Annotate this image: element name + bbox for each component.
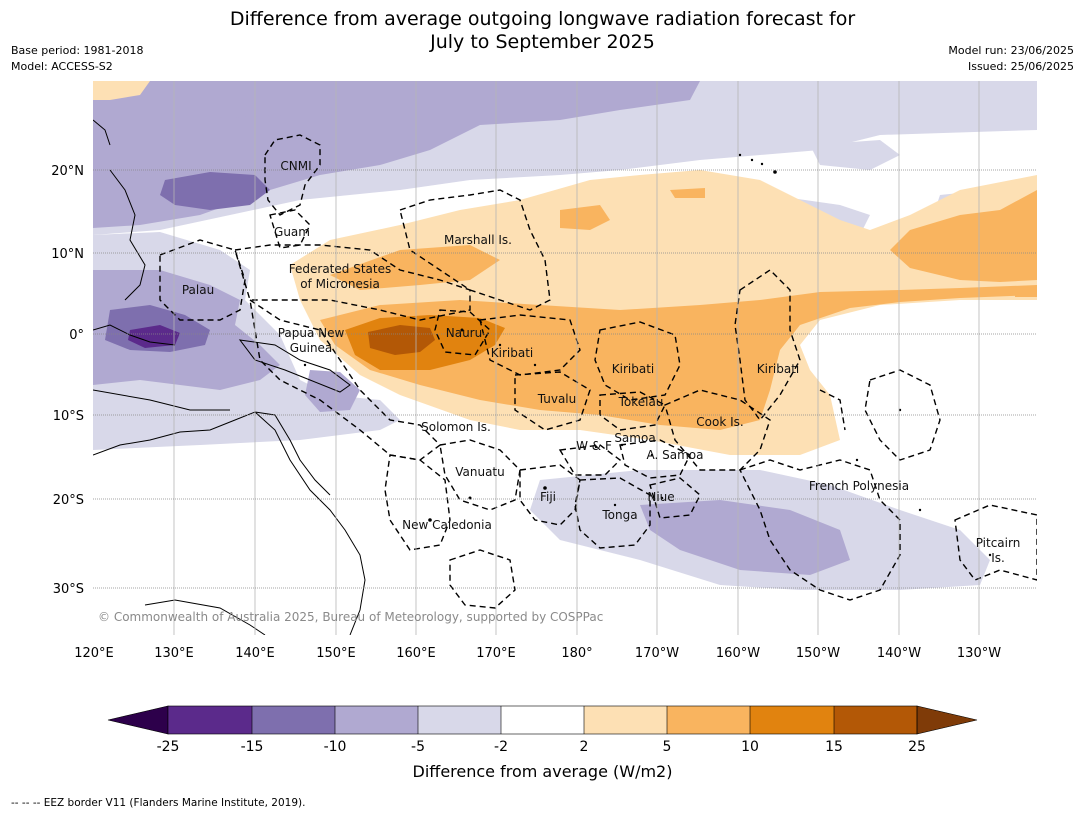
colorbar-tick: -5 [411, 739, 425, 755]
colorbar-bin [584, 706, 667, 734]
lon-label: 140°E [235, 646, 275, 661]
right-meta: Model run: 23/06/2025 Issued: 25/06/2025 [948, 43, 1074, 75]
label-kiribati-central: Kiribati [612, 362, 654, 376]
label-tonga: Tonga [601, 508, 637, 522]
title-line-2: July to September 2025 [430, 31, 655, 53]
latitude-labels: 20°N 10°N 0° 10°S 20°S 30°S [51, 164, 84, 597]
lon-label: 130°E [154, 646, 194, 661]
label-cook-is: Cook Is. [696, 415, 743, 429]
lon-label: 120°E [74, 646, 114, 661]
label-cnmi: CNMI [280, 159, 311, 173]
anomaly-darkest-orange [368, 325, 435, 355]
lon-label: 150°W [796, 646, 840, 661]
colorbar-bin [168, 706, 252, 734]
colorbar-under-arrow [107, 705, 169, 735]
colorbar-tick: -10 [324, 739, 347, 755]
lat-label: 20°N [51, 164, 84, 179]
colorbar-label: Difference from average (W/m2) [412, 762, 673, 781]
colorbar-bin [834, 706, 917, 734]
lat-label: 10°S [53, 409, 84, 424]
lon-label: 160°E [396, 646, 436, 661]
label-solomon-is: Solomon Is. [421, 420, 491, 434]
colorbar-over-arrow [916, 705, 978, 735]
label-french-polynesia: French Polynesia [809, 479, 909, 493]
colorbar-tick: 15 [825, 739, 843, 755]
label-wallis-futuna: W & F [576, 439, 612, 453]
lon-label: 170°E [476, 646, 516, 661]
label-png-line1: Papua New [278, 326, 345, 340]
label-tuvalu: Tuvalu [537, 392, 577, 406]
colorbar-ticks: -25 -15 -10 -5 -2 2 5 10 15 25 [157, 739, 926, 755]
label-kiribati-west: Kiribati [491, 346, 533, 360]
label-american-samoa: A. Samoa [647, 448, 704, 462]
island-dots [303, 153, 992, 557]
colorbar-bin [418, 706, 501, 734]
label-nauru: Nauru [446, 326, 482, 340]
label-vanuatu: Vanuatu [455, 465, 505, 479]
label-samoa: Samoa [614, 431, 655, 445]
lon-label: 150°E [316, 646, 356, 661]
model-run: Model run: 23/06/2025 [948, 44, 1074, 57]
issued-date: Issued: 25/06/2025 [967, 60, 1074, 73]
colorbar-tick: 2 [580, 739, 589, 755]
label-fiji: Fiji [540, 490, 556, 504]
label-pitcairn-line1: Pitcairn [976, 536, 1021, 550]
label-guam: Guam [274, 225, 310, 239]
colorbar-tick: 10 [741, 739, 759, 755]
label-palau: Palau [182, 283, 214, 297]
colorbar-tick: -15 [241, 739, 264, 755]
longitude-labels: 120°E 130°E 140°E 150°E 160°E 170°E 180°… [74, 646, 1001, 661]
map-gridlines [93, 81, 1037, 635]
label-tokelau: Tokelau [618, 395, 664, 409]
colorbar-bin [667, 706, 750, 734]
eez-footnote: -- -- -- EEZ border V11 (Flanders Marine… [11, 797, 306, 809]
label-fsm-line1: Federated States [289, 262, 391, 276]
region-labels: CNMI Guam Marshall Is. Federated States … [182, 159, 1020, 565]
left-meta: Base period: 1981-2018 Model: ACCESS-S2 [11, 43, 143, 75]
copyright-note: © Commonwealth of Australia 2025, Bureau… [98, 610, 603, 624]
lon-label: 180° [561, 646, 592, 661]
label-new-caledonia: New Caledonia [402, 518, 492, 532]
map-plot-area: CNMI Guam Marshall Is. Federated States … [93, 81, 1037, 635]
label-kiribati-east: Kiribati [757, 362, 799, 376]
label-marshall-is: Marshall Is. [444, 233, 512, 247]
colorbar-tick: 5 [663, 739, 672, 755]
lon-label: 130°W [957, 646, 1001, 661]
colorbar: -25 -15 -10 -5 -2 2 5 10 15 25 [107, 705, 978, 755]
anomaly-deepest-purple [128, 325, 180, 348]
lat-label: 20°S [53, 493, 84, 508]
base-period: Base period: 1981-2018 [11, 44, 144, 57]
colorbar-tick: 25 [908, 739, 926, 755]
lon-label: 170°W [635, 646, 679, 661]
label-png-line2: Guinea [290, 341, 333, 355]
colorbar-bin [750, 706, 834, 734]
label-pitcairn-line2: Is. [991, 551, 1005, 565]
colorbar-tick: -2 [494, 739, 508, 755]
map-title: Difference from average outgoing longwav… [0, 8, 1085, 54]
label-fsm-line2: of Micronesia [300, 277, 380, 291]
lat-label: 0° [69, 328, 84, 343]
label-niue: Niue [647, 490, 674, 504]
lat-label: 30°S [53, 582, 84, 597]
colorbar-bin [252, 706, 335, 734]
lat-label: 10°N [51, 247, 84, 262]
colorbar-bin [335, 706, 418, 734]
colorbar-bin [501, 706, 584, 734]
lon-label: 140°W [877, 646, 921, 661]
model-name: Model: ACCESS-S2 [11, 60, 113, 73]
title-line-1: Difference from average outgoing longwav… [229, 8, 856, 30]
lon-label: 160°W [716, 646, 760, 661]
colorbar-tick: -25 [157, 739, 180, 755]
